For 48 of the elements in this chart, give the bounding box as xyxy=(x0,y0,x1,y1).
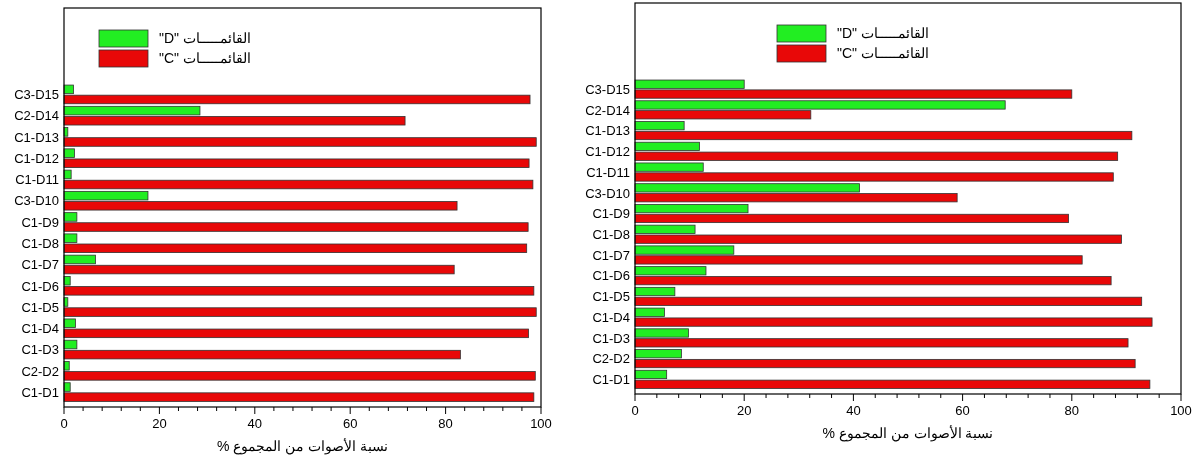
x-tick-label: 80 xyxy=(438,416,453,431)
y-tick-label: C1-D8 xyxy=(21,236,59,251)
x-tick-label: 20 xyxy=(152,416,167,431)
y-tick-label: C1-D11 xyxy=(15,172,59,188)
legend-label: القائمـــــات "C" xyxy=(837,45,929,61)
x-tick-label: 60 xyxy=(955,403,970,418)
x-tick-label: 40 xyxy=(247,416,263,431)
y-tick-label: C1-D9 xyxy=(21,214,59,230)
y-tick-label: C1-D7 xyxy=(21,257,59,273)
y-tick-label: C2-D14 xyxy=(14,108,59,124)
y-tick-label: C1-D12 xyxy=(585,144,630,160)
x-tick-label: 0 xyxy=(631,403,639,418)
y-tick-label: C1-D6 xyxy=(592,268,630,284)
y-tick-label: C1-D9 xyxy=(592,206,630,222)
y-tick-label: C3-D10 xyxy=(14,193,59,209)
x-tick-label: 0 xyxy=(60,416,68,431)
y-tick-label: C1-D3 xyxy=(592,330,630,346)
y-tick-label: C1-D6 xyxy=(21,278,59,294)
x-tick-label: 20 xyxy=(736,403,752,418)
legend-label: القائمـــــات "D" xyxy=(837,25,929,41)
y-tick-label: C1-D4 xyxy=(21,321,59,337)
y-tick-label: C1-D5 xyxy=(592,289,630,305)
y-tick-label: C3-D15 xyxy=(585,81,630,97)
y-tick-label: C1-D3 xyxy=(21,342,59,358)
y-tick-label: C1-D1 xyxy=(21,384,59,400)
y-tick-label: C1-D13 xyxy=(585,123,630,139)
y-tick-label: C1-D7 xyxy=(592,247,630,263)
y-tick-label: C1-D1 xyxy=(592,372,630,388)
x-tick-label: 100 xyxy=(1170,403,1192,418)
y-tick-label: C2-D2 xyxy=(592,351,630,367)
legend-label: القائمـــــات "C" xyxy=(159,50,251,66)
y-tick-label: C2-D14 xyxy=(585,102,630,118)
y-tick-label: C1-D13 xyxy=(14,129,59,145)
y-tick-label: C1-D8 xyxy=(592,227,630,242)
x-tick-label: 40 xyxy=(846,403,861,418)
y-tick-label: C1-D5 xyxy=(21,299,59,315)
y-tick-label: C1-D11 xyxy=(586,164,630,180)
x-tick-label: 100 xyxy=(530,416,552,431)
y-tick-label: C3-D10 xyxy=(585,185,630,201)
x-axis-title: نسبة الأصوات من المجموع % xyxy=(822,424,994,442)
legend-label: القائمـــــات "D" xyxy=(159,30,251,46)
x-tick-label: 80 xyxy=(1064,403,1080,418)
y-tick-label: C2-D2 xyxy=(21,363,59,379)
x-axis-title: نسبة الأصوات من المجموع % xyxy=(216,437,389,455)
y-tick-label: C1-D4 xyxy=(592,309,630,325)
x-tick-label: 60 xyxy=(342,416,358,431)
y-tick-label: C1-D12 xyxy=(14,150,59,166)
y-tick-label: C3-D15 xyxy=(14,87,59,103)
